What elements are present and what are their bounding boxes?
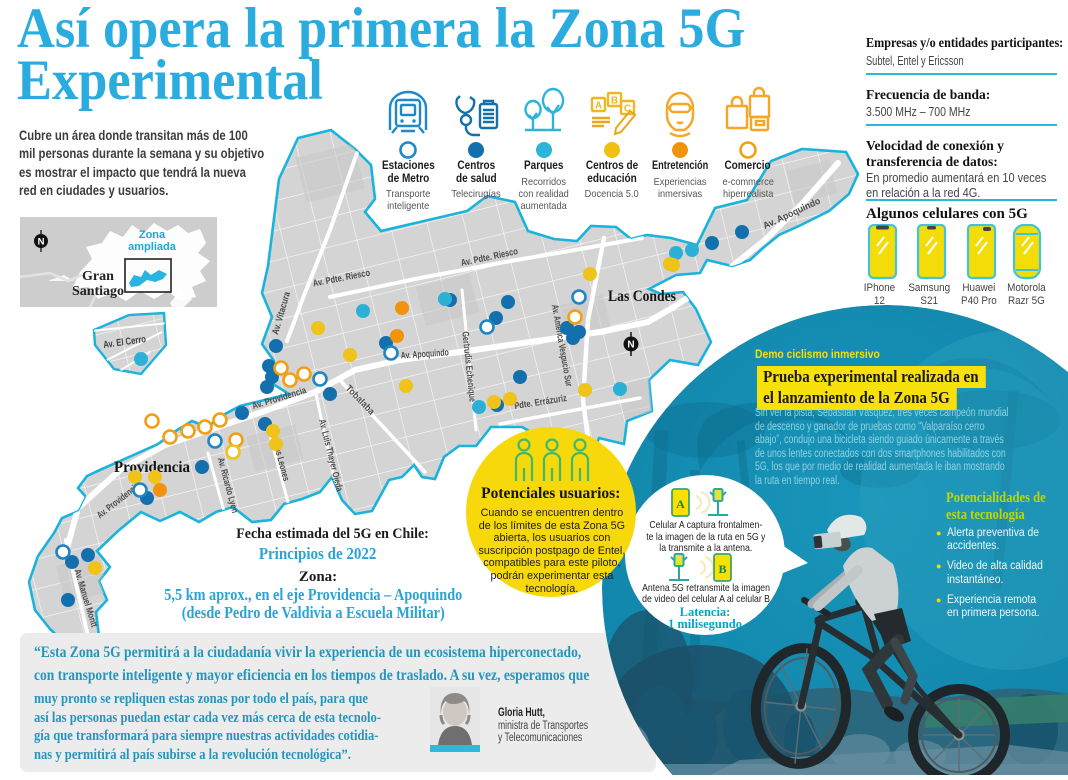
svg-text:C: C: [624, 104, 631, 115]
svg-text:N: N: [38, 237, 45, 248]
svg-text:Las Condes: Las Condes: [608, 288, 676, 305]
svg-text:A: A: [676, 497, 685, 511]
svg-text:B: B: [718, 562, 726, 576]
svg-text:ampliada: ampliada: [128, 241, 177, 253]
svg-text:B: B: [611, 96, 618, 107]
svg-text:Gran: Gran: [82, 269, 114, 284]
svg-text:N: N: [627, 340, 634, 351]
svg-text:Santiago: Santiago: [72, 284, 124, 299]
svg-text:A: A: [595, 101, 602, 112]
svg-text:Zona: Zona: [139, 229, 166, 241]
svg-text:Av. Apoquindo: Av. Apoquindo: [401, 347, 450, 361]
